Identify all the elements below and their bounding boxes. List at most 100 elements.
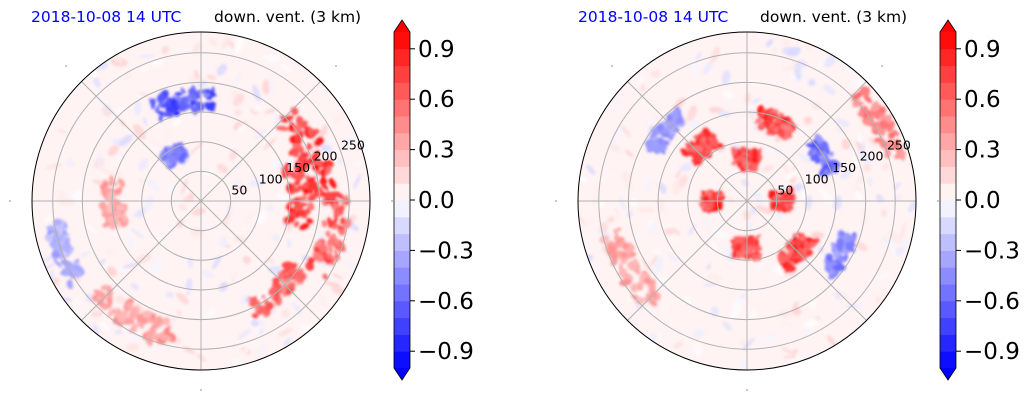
field-cell [737, 160, 744, 173]
field-cell [105, 247, 113, 257]
colorbar-segment [940, 32, 956, 50]
field-cell [116, 321, 123, 327]
field-cell [332, 273, 343, 280]
colorbar-segment [394, 250, 410, 268]
field-cell [73, 188, 82, 203]
field-cell [722, 321, 732, 331]
colorbar-segment [394, 300, 410, 319]
field-cell [138, 207, 146, 219]
field-cell [708, 136, 719, 148]
field-cell [755, 118, 764, 126]
field-cell [586, 164, 596, 176]
field-cell [857, 132, 863, 145]
radial-tick-label: 250 [341, 137, 365, 152]
field-cell [341, 198, 346, 206]
field-cell [140, 316, 149, 325]
field-cell [163, 328, 170, 336]
field-cell [112, 56, 123, 63]
field-cell [828, 271, 840, 280]
field-cell [117, 310, 129, 323]
field-cell [853, 100, 860, 108]
field-cell [91, 294, 98, 302]
field-cell [208, 38, 219, 46]
field-cell [779, 190, 786, 196]
colorbar-segment [394, 334, 410, 352]
field-cell [650, 254, 658, 267]
field-cell [134, 99, 142, 116]
azimuth-line [627, 200, 748, 321]
field-cell [817, 187, 829, 198]
field-cell [741, 156, 747, 162]
field-cell [281, 261, 295, 270]
field-cell [160, 102, 173, 108]
field-cell [879, 120, 890, 130]
field-cell [322, 273, 329, 280]
field-cell [781, 39, 792, 48]
field-cell [60, 271, 65, 275]
axis-tick-mark [555, 200, 557, 202]
field-cell [102, 209, 107, 215]
polar-grid [32, 32, 370, 370]
field-cell [732, 298, 744, 309]
field-cell [156, 94, 167, 100]
field-cell [259, 309, 266, 314]
colorbar-tick-label: −0.9 [418, 339, 474, 365]
field-cell [226, 349, 235, 357]
field-cell [881, 162, 890, 171]
field-cell [233, 93, 245, 106]
field-cell [117, 178, 126, 187]
field-cell [658, 182, 667, 194]
field-cell [340, 262, 351, 278]
field-cell [175, 142, 184, 147]
azimuth-line [746, 200, 867, 321]
field-cell [683, 295, 692, 305]
field-cell [868, 137, 880, 146]
field-cell [298, 324, 309, 330]
field-cell [712, 230, 729, 239]
field-cell [687, 180, 698, 196]
colorbar-segment [940, 317, 956, 335]
colorbar-segment [394, 99, 410, 117]
field-cell [85, 223, 99, 235]
field-cell [338, 228, 346, 236]
field-cell [822, 163, 828, 171]
field-cell [586, 177, 597, 188]
field-cell [261, 294, 266, 299]
field-cell [328, 245, 333, 254]
radial-tick-label: 200 [860, 149, 884, 164]
field-cell [93, 289, 107, 297]
field-cell [295, 167, 303, 173]
plot-border [577, 31, 917, 371]
field-cell [153, 315, 163, 326]
field-cell [842, 232, 849, 240]
plot-border [31, 31, 371, 371]
field-cell [823, 84, 836, 96]
field-cell [844, 303, 862, 309]
field-cell [130, 325, 137, 333]
field-cell [616, 227, 622, 232]
field-cell [728, 196, 735, 204]
field-cell [80, 251, 90, 258]
field-cell [107, 190, 116, 199]
colorbar-tick-label: −0.3 [964, 238, 1020, 264]
field-cell [126, 233, 134, 248]
field-cell [194, 101, 205, 112]
field-cell [152, 258, 162, 276]
field-cell [742, 337, 755, 351]
axis-tick-mark [335, 65, 337, 67]
field-cell [176, 291, 189, 305]
chart-panel-right: 2018-10-08 14 UTC down. vent. (3 km) 50 1… [546, 0, 1036, 401]
field-cell [745, 237, 757, 246]
colorbar-segment [394, 284, 410, 302]
field-cell [178, 151, 187, 163]
field-cell [355, 161, 364, 169]
field-cell [855, 191, 863, 202]
field-cell [709, 132, 717, 138]
field-cell [291, 149, 299, 158]
colorbar-segment [940, 48, 956, 67]
field-cell [233, 179, 242, 187]
field-cell [764, 111, 770, 119]
field-cell [59, 251, 65, 260]
